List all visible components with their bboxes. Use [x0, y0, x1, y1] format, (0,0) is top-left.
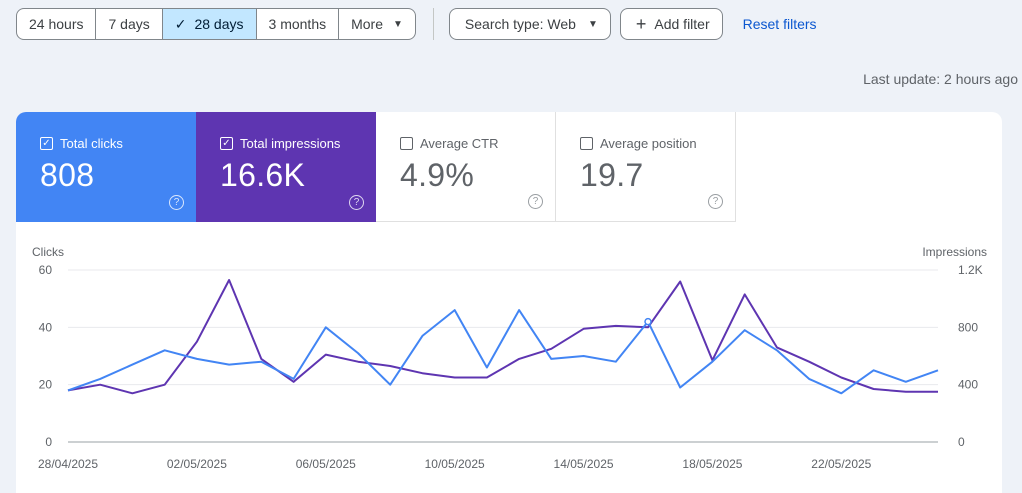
search-type-dropdown[interactable]: Search type: Web ▼ [448, 8, 611, 40]
reset-filters-link[interactable]: Reset filters [742, 16, 817, 32]
divider [432, 8, 434, 40]
metric-label: Average CTR [420, 136, 499, 151]
check-icon: ✓ [174, 15, 187, 32]
x-tick-label: 06/05/2025 [296, 457, 356, 471]
x-tick-label: 02/05/2025 [167, 457, 227, 471]
add-filter-button[interactable]: + Add filter [619, 8, 723, 40]
performance-card: ✓ Total clicks 808 ? ✓ Total impressions 1… [16, 112, 1002, 493]
gridlines [68, 269, 938, 443]
metric-label: Total clicks [60, 136, 123, 151]
clicks-line [67, 309, 939, 395]
metric-value: 4.9% [400, 157, 475, 193]
x-ticks: 28/04/2025 02/05/2025 06/05/2025 10/05/2025… [38, 457, 872, 471]
metric-value: 16.6K [220, 157, 306, 193]
help-icon[interactable]: ? [349, 195, 364, 210]
performance-chart: Clicks Impressions 0 20 40 60 0 400 800 1.2K 2… [32, 245, 987, 471]
metric-total-impressions[interactable]: ✓ Total impressions 16.6K ? [196, 112, 376, 222]
range-28-days[interactable]: ✓ 28 days [162, 9, 257, 39]
metric-value: 19.7 [580, 157, 644, 193]
range-label: 24 hours [29, 16, 84, 32]
x-tick-label: 22/05/2025 [811, 457, 871, 471]
y-tick-label: 40 [39, 320, 53, 334]
range-label: 7 days [108, 16, 150, 32]
y-tick-label: 20 [39, 378, 53, 392]
metric-label: Average position [600, 136, 697, 151]
y-ticks-left: 0 20 40 60 [39, 263, 53, 449]
impressions-line [67, 279, 938, 395]
search-type-label: Search type: Web [464, 16, 576, 32]
metric-label: Total impressions [240, 136, 341, 151]
add-filter-label: Add filter [654, 16, 710, 32]
metric-total-clicks[interactable]: ✓ Total clicks 808 ? [16, 112, 196, 222]
y-tick-label: 0 [45, 435, 52, 449]
range-label: 3 months [268, 16, 327, 32]
help-icon[interactable]: ? [528, 194, 543, 209]
plus-icon: + [635, 14, 647, 34]
metric-tabs: ✓ Total clicks 808 ? ✓ Total impressions 1… [16, 112, 736, 222]
y2-tick-label: 400 [958, 378, 978, 392]
range-7-days[interactable]: 7 days [96, 9, 163, 39]
range-label: 28 days [194, 16, 244, 32]
range-24-hours[interactable]: 24 hours [17, 9, 97, 39]
caret-down-icon: ▼ [393, 18, 403, 30]
checkbox-unchecked-icon[interactable] [400, 137, 413, 150]
range-more[interactable]: More ▼ [339, 9, 415, 39]
x-tick-label: 18/05/2025 [682, 457, 742, 471]
caret-down-icon: ▼ [587, 18, 598, 30]
x-tick-label: 14/05/2025 [554, 457, 614, 471]
y-axis-title-left: Clicks [32, 245, 64, 259]
last-update: Last update: 2 hours ago [863, 71, 1018, 87]
y2-tick-label: 1.2K [958, 263, 983, 277]
series-lines [67, 279, 939, 395]
metric-label-row: ✓ Total impressions [220, 136, 376, 151]
x-tick-label: 28/04/2025 [38, 457, 98, 471]
date-range-selector: 24 hours 7 days ✓ 28 days 3 months More ▼ [16, 8, 416, 40]
metric-average-position[interactable]: Average position 19.7 ? [556, 112, 736, 222]
toolbar: 24 hours 7 days ✓ 28 days 3 months More ▼ … [16, 8, 817, 40]
y-ticks-right: 0 400 800 1.2K [958, 263, 983, 449]
x-tick-label: 10/05/2025 [425, 457, 485, 471]
metric-label-row: Average position [580, 136, 735, 151]
checkbox-unchecked-icon[interactable] [580, 137, 593, 150]
clicks-point-marker [644, 317, 652, 326]
y2-tick-label: 800 [958, 320, 978, 334]
y-axis-title-right: Impressions [922, 245, 987, 259]
y-tick-label: 60 [39, 263, 53, 277]
metric-label-row: Average CTR [400, 136, 555, 151]
help-icon[interactable]: ? [708, 194, 723, 209]
range-3-months[interactable]: 3 months [257, 9, 340, 39]
metric-label-row: ✓ Total clicks [40, 136, 196, 151]
metric-value: 808 [40, 157, 95, 193]
range-label: More [351, 16, 384, 32]
checkbox-checked-icon[interactable]: ✓ [40, 137, 53, 150]
y2-tick-label: 0 [958, 435, 965, 449]
checkbox-checked-icon[interactable]: ✓ [220, 137, 233, 150]
metric-average-ctr[interactable]: Average CTR 4.9% ? [376, 112, 556, 222]
help-icon[interactable]: ? [169, 195, 184, 210]
